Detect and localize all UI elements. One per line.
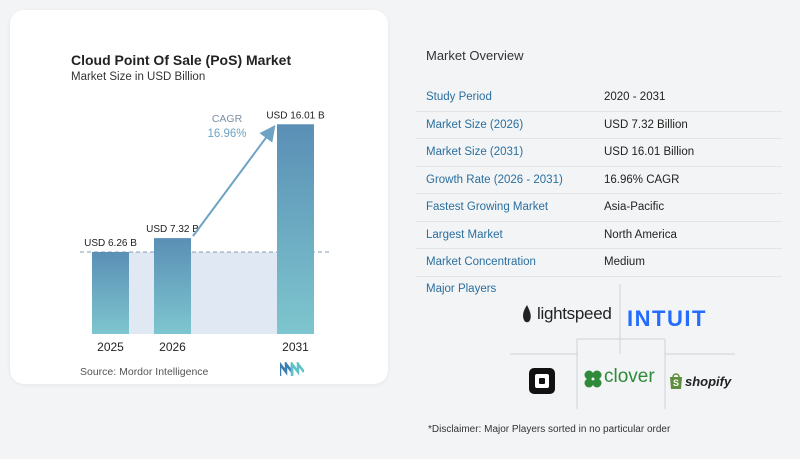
mordor-intelligence-logo	[280, 362, 304, 376]
row-value: 16.96% CAGR	[594, 166, 782, 194]
bar-2031	[277, 124, 314, 334]
lightspeed-flame-icon	[523, 305, 531, 323]
shopify-bag-icon: S	[670, 373, 682, 389]
row-value: USD 16.01 Billion	[594, 138, 782, 167]
chart-subtitle: Market Size in USD Billion	[71, 71, 206, 83]
x-tick-label: 2026	[159, 340, 186, 354]
svg-text:S: S	[673, 378, 679, 388]
baseline-band	[129, 251, 277, 334]
row-key: Market Size (2026)	[416, 111, 594, 139]
row-value: 2020 - 2031	[594, 84, 782, 112]
table-row: Largest Market North America	[416, 221, 782, 249]
intuit-logo: INTUIT	[627, 306, 707, 331]
market-overview-table: Study Period 2020 - 2031 Market Size (202…	[416, 84, 782, 277]
lightspeed-logo: lightspeed	[537, 304, 612, 323]
clover-logo: clover	[604, 366, 655, 387]
row-key: Market Concentration	[416, 248, 594, 277]
table-row: Market Concentration Medium	[416, 248, 782, 277]
table-row: Market Size (2026) USD 7.32 Billion	[416, 111, 782, 139]
bar-2025	[92, 251, 129, 334]
square-logo-icon	[529, 368, 555, 394]
shopify-logo: shopify	[685, 374, 732, 389]
chart-title: Cloud Point Of Sale (PoS) Market	[71, 52, 292, 68]
disclaimer-text: *Disclaimer: Major Players sorted in no …	[428, 424, 671, 435]
bar-data-label: USD 16.01 B	[266, 110, 325, 121]
bar-data-label: USD 6.26 B	[84, 238, 137, 249]
bar-data-label: USD 7.32 B	[146, 224, 199, 235]
x-tick-label: 2031	[282, 340, 309, 354]
row-key: Study Period	[416, 84, 594, 112]
cagr-label: CAGR	[212, 113, 243, 125]
x-tick-label: 2025	[97, 340, 124, 354]
row-value: North America	[594, 221, 782, 249]
bar-2026	[154, 238, 191, 334]
cagr-arrow	[192, 125, 276, 237]
row-value: Medium	[594, 248, 782, 277]
row-key: Growth Rate (2026 - 2031)	[416, 166, 594, 194]
source-text: Source: Mordor Intelligence	[80, 366, 209, 378]
table-row: Market Size (2031) USD 16.01 Billion	[416, 138, 782, 167]
players-grid-lines	[510, 284, 735, 409]
row-key: Fastest Growing Market	[416, 193, 594, 222]
bar-chart: USD 6.26 B 2025 USD 7.32 B 2026 USD 16.01 B 2…	[80, 110, 330, 354]
row-value: USD 7.32 Billion	[594, 111, 782, 139]
row-key: Market Size (2031)	[416, 138, 594, 167]
table-row: Fastest Growing Market Asia-Pacific	[416, 193, 782, 222]
table-row: Study Period 2020 - 2031	[416, 84, 782, 112]
market-overview-title: Market Overview	[426, 48, 524, 63]
major-players-label: Major Players	[426, 283, 497, 295]
table-row: Growth Rate (2026 - 2031) 16.96% CAGR	[416, 166, 782, 194]
cagr-value: 16.96%	[207, 128, 246, 140]
row-key: Largest Market	[416, 221, 594, 249]
clover-leaf-icon	[584, 370, 602, 388]
row-value: Asia-Pacific	[594, 193, 782, 222]
